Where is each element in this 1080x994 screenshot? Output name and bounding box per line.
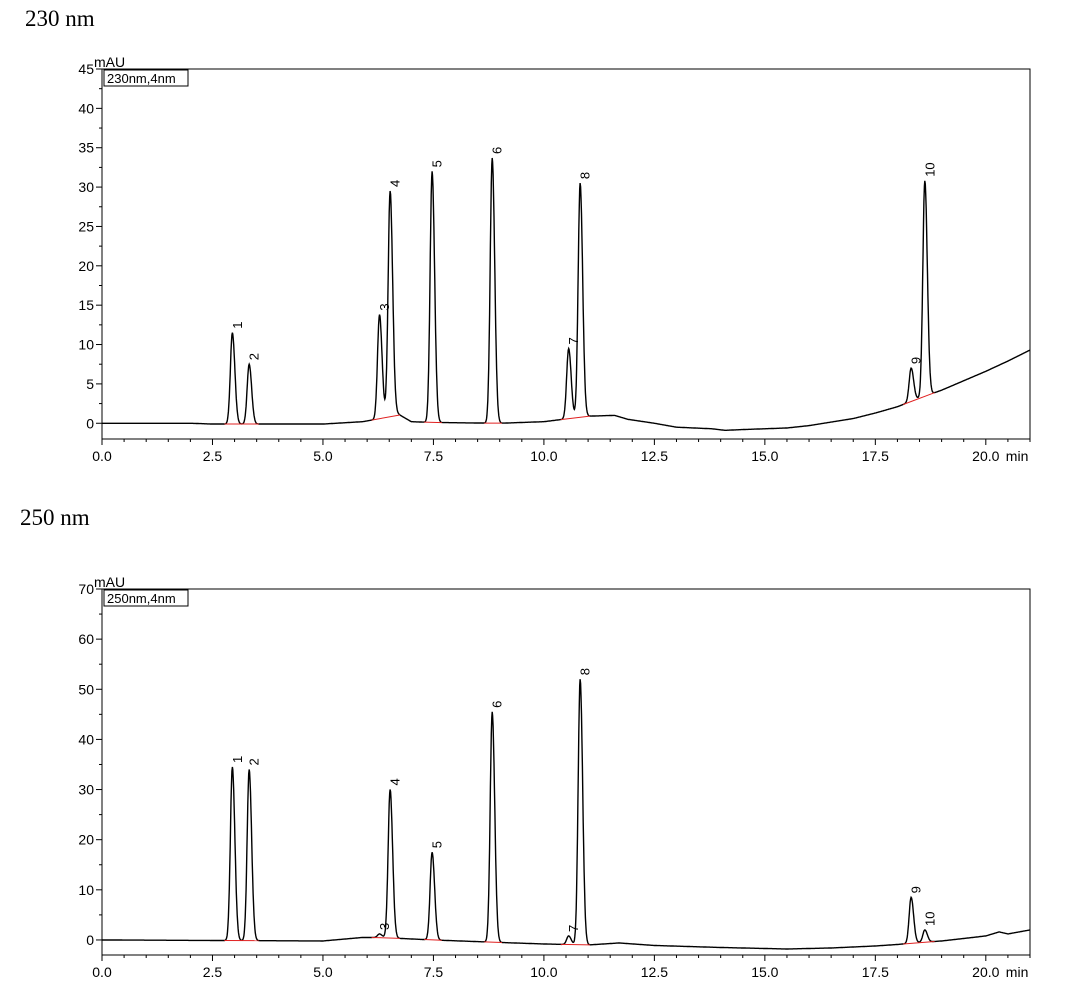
x-tick-label: 20.0 [972, 964, 999, 980]
integration-baseline [371, 936, 400, 939]
legend-text: 250nm,4nm [107, 591, 176, 606]
peak-label-1: 1 [230, 321, 245, 328]
x-tick-label: 7.5 [424, 964, 444, 980]
plot-frame [101, 588, 1031, 956]
x-tick-label: 15.0 [751, 964, 778, 980]
peak-label-4: 4 [388, 180, 403, 187]
y-tick-label: 10 [78, 337, 94, 353]
y-tick-label: 35 [78, 140, 94, 156]
x-tick-label: 17.5 [862, 448, 889, 464]
y-axis-unit: mAU [94, 574, 125, 590]
y-tick-label: 50 [78, 681, 94, 697]
y-tick-label: 25 [78, 218, 94, 234]
y-tick-label: 60 [78, 631, 94, 647]
x-tick-label: 2.5 [203, 448, 223, 464]
peak-label-6: 6 [490, 147, 505, 154]
y-tick-label: 70 [78, 581, 94, 597]
integration-baseline [903, 940, 935, 945]
y-tick-label: 30 [78, 179, 94, 195]
x-tick-label: 12.5 [641, 964, 668, 980]
peak-label-5: 5 [430, 841, 445, 848]
integration-baseline [560, 943, 590, 946]
legend-box [103, 589, 189, 607]
peak-label-2: 2 [247, 758, 262, 765]
peak-label-2: 2 [247, 353, 262, 360]
x-tick-label: 17.5 [862, 964, 889, 980]
y-tick-label: 30 [78, 782, 94, 798]
peak-label-8: 8 [578, 172, 593, 179]
peak-label-3: 3 [377, 303, 392, 310]
y-tick-label: 45 [78, 61, 94, 77]
peak-label-6: 6 [490, 701, 505, 708]
integration-baseline [371, 414, 400, 421]
integration-baseline [902, 392, 935, 405]
x-tick-label: 10.0 [530, 964, 557, 980]
y-tick-label: 20 [78, 832, 94, 848]
chromatogram-trace [102, 679, 1031, 950]
peak-label-10: 10 [922, 162, 937, 176]
x-unit-label: min [1006, 448, 1029, 464]
x-tick-label: 7.5 [424, 448, 444, 464]
peak-label-7: 7 [566, 337, 581, 344]
panel-2-heading: 250 nm [20, 505, 90, 530]
x-tick-label: 10.0 [530, 448, 557, 464]
panel-1-heading: 230 nm [25, 6, 95, 31]
peak-label-7: 7 [566, 925, 581, 932]
peak-label-1: 1 [230, 756, 245, 763]
integration-baseline [560, 415, 590, 421]
legend-text: 230nm,4nm [107, 71, 176, 86]
integration-baseline [484, 941, 502, 944]
peak-label-9: 9 [909, 357, 924, 364]
y-tick-label: 20 [78, 258, 94, 274]
peak-label-5: 5 [430, 160, 445, 167]
peak-label-9: 9 [909, 886, 924, 893]
y-tick-label: 10 [78, 882, 94, 898]
y-tick-label: 5 [86, 376, 94, 392]
chromatogram-trace [102, 157, 1031, 431]
peak-label-8: 8 [578, 668, 593, 675]
x-tick-label: 0.0 [92, 448, 112, 464]
x-tick-label: 0.0 [92, 964, 112, 980]
y-axis-unit: mAU [94, 54, 125, 70]
y-tick-label: 0 [86, 932, 94, 948]
integration-baseline [424, 939, 442, 941]
legend-box [103, 69, 189, 87]
x-tick-label: 5.0 [313, 964, 333, 980]
y-tick-label: 0 [86, 415, 94, 431]
x-tick-label: 5.0 [313, 448, 333, 464]
y-tick-label: 40 [78, 731, 94, 747]
y-tick-label: 40 [78, 100, 94, 116]
x-unit-label: min [1006, 964, 1029, 980]
x-tick-label: 15.0 [751, 448, 778, 464]
x-tick-label: 20.0 [972, 448, 999, 464]
peak-label-3: 3 [377, 923, 392, 930]
peak-label-4: 4 [388, 778, 403, 785]
x-tick-label: 2.5 [203, 964, 223, 980]
chart-panel-2: 0 10 20 30 40 50 60 70 0.0 2.5 5.0 7.5 10.0 12.5 15.0 1… [78, 574, 1031, 980]
peak-label-10: 10 [922, 911, 937, 925]
x-tick-label: 12.5 [641, 448, 668, 464]
y-tick-label: 15 [78, 297, 94, 313]
